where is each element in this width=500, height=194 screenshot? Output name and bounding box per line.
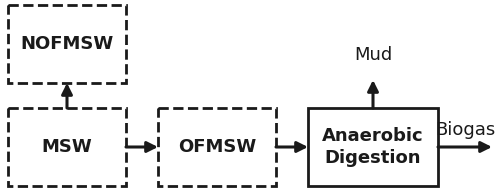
Text: Biogas: Biogas <box>435 121 495 139</box>
Bar <box>8 108 126 186</box>
Text: NOFMSW: NOFMSW <box>20 35 114 53</box>
Bar <box>158 108 276 186</box>
Bar <box>8 5 126 83</box>
Bar <box>308 108 438 186</box>
Text: Anaerobic
Digestion: Anaerobic Digestion <box>322 127 424 167</box>
Text: OFMSW: OFMSW <box>178 138 256 156</box>
Text: Mud: Mud <box>354 46 392 64</box>
Text: MSW: MSW <box>42 138 92 156</box>
